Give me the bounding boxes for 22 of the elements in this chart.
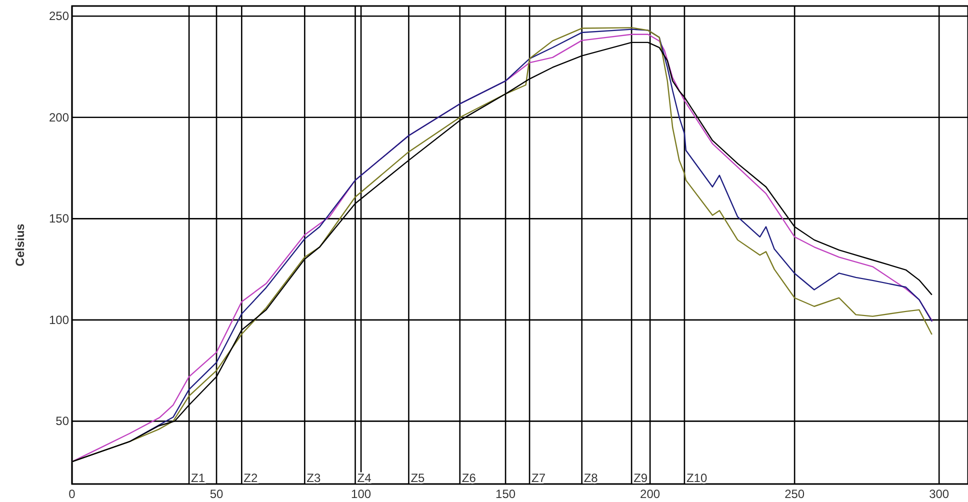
y-tick-label: 200 [48,110,70,124]
x-tick-label: 0 [68,487,76,501]
x-tick-label: 250 [784,487,805,501]
y-tick-label: 100 [48,312,70,327]
ref-line-label: Z1 [191,471,206,485]
ref-line-label: Z9 [634,471,648,485]
x-tick-label: 150 [496,487,516,501]
ref-line-label: Z7 [532,471,546,485]
ref-line-label: Z3 [306,471,321,485]
ref-line-label: Z10 [686,471,708,485]
y-axis-title: Celsius [13,223,27,266]
x-tick-label: 300 [929,487,950,501]
x-tick-label: 50 [210,487,224,501]
ref-line-label: Z8 [584,471,598,485]
ref-line-label: Z6 [462,471,476,485]
y-tick-label: 150 [48,212,70,226]
y-tick-label: 250 [48,9,70,24]
ref-line-label: Z5 [410,471,426,485]
y-tick-label: 50 [56,414,70,428]
ref-line-label: Z2 [244,471,258,485]
x-tick-label: 200 [640,487,660,501]
x-tick-label: 100 [351,487,372,501]
